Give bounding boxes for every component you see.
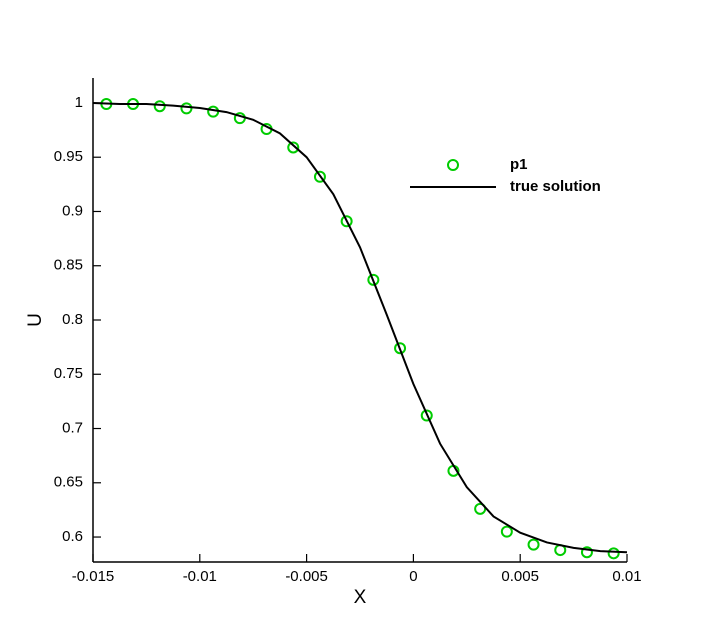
marker <box>367 273 380 286</box>
y-tick-label: 0.65 <box>54 474 83 491</box>
x-axis-label: X <box>354 587 367 608</box>
legend-label: p1 <box>510 156 528 173</box>
y-axis-label: U <box>25 313 46 327</box>
marker <box>180 102 193 115</box>
y-tick-label: 0.6 <box>62 528 83 545</box>
marker <box>340 215 353 228</box>
y-tick-label: 0.95 <box>54 148 83 165</box>
x-tick-label: -0.015 <box>72 568 115 585</box>
x-tick-label: 0.005 <box>501 568 539 585</box>
y-tick-label: 0.9 <box>62 202 83 219</box>
marker <box>420 409 433 422</box>
marker <box>500 525 513 538</box>
y-tick-label: 0.8 <box>62 311 83 328</box>
y-tick-label: 0.75 <box>54 365 83 382</box>
y-tick-label: 0.85 <box>54 257 83 274</box>
marker <box>607 547 620 560</box>
marker <box>580 546 593 559</box>
marker <box>153 100 166 113</box>
x-tick-label: 0 <box>409 568 417 585</box>
line <box>92 101 628 554</box>
x-tick-label: -0.01 <box>183 568 217 585</box>
x-tick-label: 0.01 <box>612 568 641 585</box>
marker <box>527 538 540 551</box>
y-tick-label: 1 <box>75 94 83 111</box>
legend-marker <box>447 159 459 171</box>
y-tick-label: 0.7 <box>62 419 83 436</box>
legend-label: true solution <box>510 178 601 195</box>
marker <box>287 141 300 154</box>
marker <box>313 170 326 183</box>
marker <box>474 502 487 515</box>
marker <box>394 342 407 355</box>
x-tick-label: -0.005 <box>285 568 328 585</box>
